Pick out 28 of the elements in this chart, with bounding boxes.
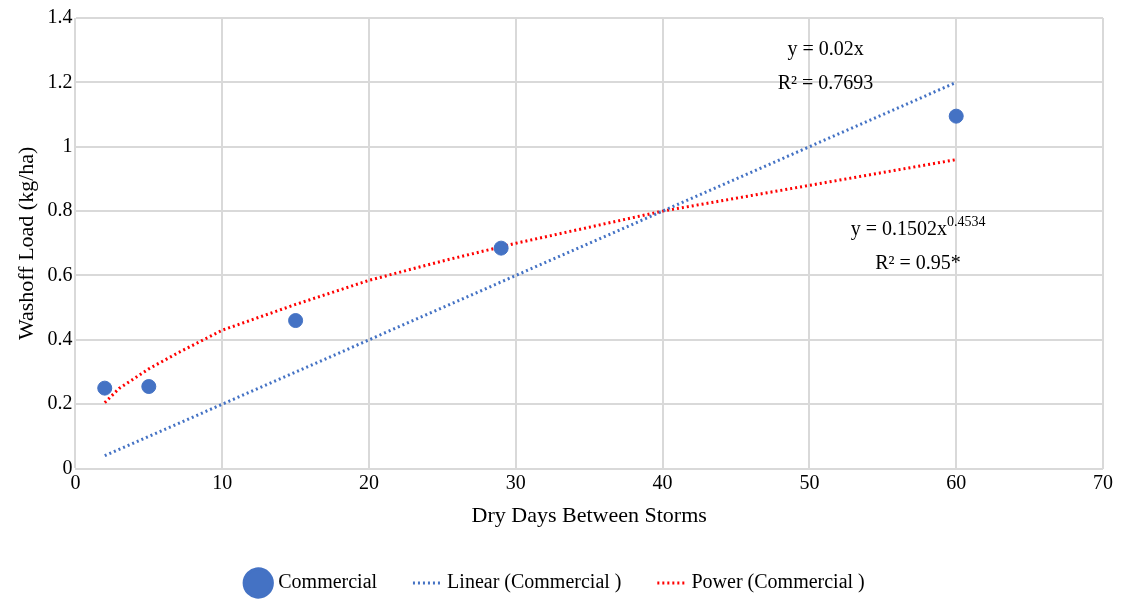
y-axis-title: Washoff Load (kg/ha) <box>12 146 38 340</box>
point <box>493 240 509 256</box>
y-tick-label: 0 <box>62 455 73 478</box>
point <box>141 379 157 395</box>
x-tick-label: 60 <box>946 470 967 493</box>
x-tick-label: 50 <box>799 470 820 493</box>
annotation: R² = 0.7693 <box>777 70 874 93</box>
y-tick-label: 0.4 <box>47 327 73 350</box>
annotation: R² = 0.95* <box>875 250 961 273</box>
y-tick-label: 0.2 <box>47 391 73 414</box>
y-tick-label: 0.6 <box>47 262 73 285</box>
y-tick-label: 1.2 <box>47 69 73 92</box>
x-axis-title: Dry Days Between Storms <box>471 501 707 527</box>
point <box>288 313 304 329</box>
legend-label: Power (Commercial ) <box>691 570 865 594</box>
x-tick-label: 40 <box>652 470 673 493</box>
x-tick-label: 20 <box>359 470 379 493</box>
x-tick-label: 10 <box>212 470 233 493</box>
legend-label: Commercial <box>278 570 378 593</box>
legend-label: Linear (Commercial ) <box>447 570 622 594</box>
x-tick-label: 70 <box>1093 470 1113 493</box>
y-tick-label: 0.8 <box>47 198 73 221</box>
x-tick-label: 30 <box>505 470 526 493</box>
point <box>97 380 113 396</box>
point <box>948 108 964 124</box>
y-tick-label: 1 <box>62 133 73 156</box>
annotation: y = 0.02x <box>787 36 864 60</box>
y-tick-label: 1.4 <box>47 5 73 28</box>
